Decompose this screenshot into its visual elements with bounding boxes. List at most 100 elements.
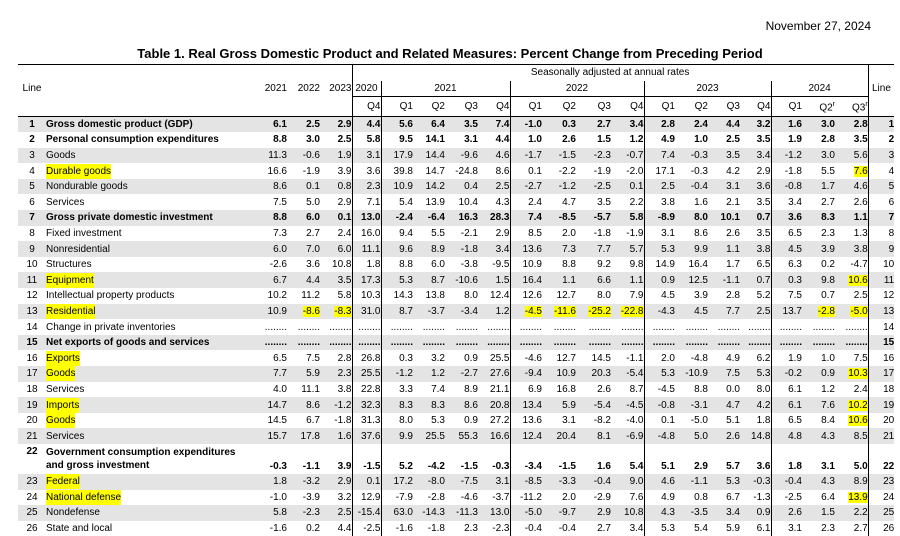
value-cell: -8.5 <box>509 473 542 490</box>
value: 1.0 <box>528 134 542 146</box>
value-cell: 3.2 <box>320 490 352 506</box>
value-cell: 5.3 <box>643 366 675 382</box>
value: -11.3 <box>455 507 478 519</box>
value-cell: 2.0 <box>542 490 576 506</box>
value: -4.5 <box>626 399 644 411</box>
value-cell: 0.9 <box>643 272 675 289</box>
value: 7.5 <box>306 352 320 364</box>
value: 8.3 <box>431 399 445 411</box>
row-label-cell: Intellectual property products <box>46 288 256 304</box>
value: 6.5 <box>756 259 771 271</box>
value-cell: 2.7 <box>287 226 320 242</box>
value: -1.5 <box>558 150 576 161</box>
value: 2.6 <box>726 227 740 239</box>
value-cell: 6.7 <box>256 272 287 289</box>
value: 9.8 <box>821 274 835 286</box>
value-cell: 22.8 <box>351 381 381 398</box>
value-cell: 9.8 <box>611 257 644 273</box>
value-cell: 2.8 <box>643 116 675 133</box>
row-label: Services <box>46 430 85 442</box>
value: 1.1 <box>562 274 576 286</box>
value: -10.9 <box>685 368 708 380</box>
value-cell: -3.7 <box>478 490 510 506</box>
value-cell: 8.6 <box>445 397 478 413</box>
annual-year-2022: 2022 <box>297 83 320 95</box>
value: 1.8 <box>366 259 381 271</box>
value: -2.3 <box>593 150 611 161</box>
value-cell: 6.7 <box>287 413 320 429</box>
value: 8.7 <box>629 383 644 395</box>
value: 2.8 <box>821 134 835 146</box>
value: 5.0 <box>853 460 868 472</box>
report-date: November 27, 2024 <box>765 19 871 33</box>
line-number: 22 <box>26 445 38 457</box>
value-cell: 6.9 <box>509 381 542 398</box>
value: -5.7 <box>593 212 611 224</box>
value-cell: -3.5 <box>675 505 708 521</box>
value-cell: 5.4 <box>675 521 708 536</box>
value: 5.2 <box>399 460 413 472</box>
value-cell: 1.2 <box>478 303 510 320</box>
value: 3.5 <box>756 227 771 239</box>
value-cell: 7.3 <box>542 241 576 257</box>
value-cell: -10.9 <box>675 366 708 382</box>
value: -1.0 <box>524 118 542 130</box>
value-cell: 1.6 <box>576 444 611 474</box>
value: 10.2 <box>267 290 287 302</box>
value-cell: 6.5 <box>740 257 771 273</box>
value: 5.3 <box>726 476 740 488</box>
value-cell: 2.8 <box>708 288 740 304</box>
value: -1.9 <box>302 165 320 177</box>
value-cell: 63.0 <box>380 505 413 521</box>
value: -25.2 <box>588 305 611 317</box>
value: -0.4 <box>690 181 708 193</box>
row-label: Net exports of goods and services <box>46 337 210 349</box>
value: 0.2 <box>821 259 835 271</box>
value-cell: 2.6 <box>708 428 740 444</box>
row-label-cell: Durable goods <box>46 163 256 179</box>
value-cell: 7.5 <box>835 350 868 366</box>
quarter-year-2021: 2021 <box>380 80 510 98</box>
value: -1.8 <box>460 243 478 255</box>
value: 4.7 <box>562 196 576 208</box>
value-cell: 25.5 <box>351 366 381 382</box>
value: 3.5 <box>337 274 352 286</box>
table-row: 25 Nondefense 5.8 -2.3 2.5 -15.4 63.0 -14.3 -11.… <box>18 505 895 521</box>
value: 3.6 <box>788 212 802 224</box>
value-cell: 5.5 <box>413 226 445 242</box>
value-cell: ........ <box>770 319 802 335</box>
row-label-cell: Change in private inventories <box>46 319 256 335</box>
value: 8.3 <box>399 399 413 411</box>
row-label: Goods <box>46 366 76 382</box>
value: -1.8 <box>593 227 611 239</box>
value-cell: 13.0 <box>351 210 381 226</box>
value-cell: 8.8 <box>256 132 287 148</box>
line-header: Line <box>22 83 42 95</box>
value: 5.3 <box>661 243 675 255</box>
table-row: 23 Federal 1.8 -3.2 2.9 0.1 17.2 -8.0 -7.5 3.1 -8.… <box>18 473 895 490</box>
value: 3.0 <box>821 150 835 161</box>
value: 2.9 <box>337 118 352 130</box>
value: 2.9 <box>694 460 708 472</box>
value-cell: 3.8 <box>320 382 352 398</box>
value: 2.3 <box>821 227 835 239</box>
table-row: 1 Gross domestic product (GDP) 6.1 2.5 2.9 4.… <box>18 116 895 133</box>
value: 0.9 <box>464 352 478 364</box>
value-cell: 3.5 <box>320 272 352 289</box>
value: 3.2 <box>431 352 445 364</box>
value: 10.1 <box>720 212 740 224</box>
value-cell: 31.3 <box>351 412 381 429</box>
value: -9.6 <box>460 150 478 161</box>
value: 12.7 <box>556 352 576 364</box>
value-cell: 9.9 <box>380 428 413 444</box>
value-cell: 1.7 <box>802 178 835 195</box>
row-label: Personal consumption expenditures <box>46 134 219 146</box>
value: 4.4 <box>306 274 320 286</box>
value: 3.9 <box>337 460 352 472</box>
value: -1.6 <box>269 523 287 535</box>
value-cell: 1.6 <box>675 194 708 210</box>
value-cell: 13.7 <box>770 303 802 320</box>
table-row: 13 Residential 10.9 -8.6 -8.3 31.0 8.7 -3.7 -3.4… <box>18 303 895 320</box>
quarter-header: Q1 <box>643 96 675 117</box>
value: 0.4 <box>464 181 478 193</box>
